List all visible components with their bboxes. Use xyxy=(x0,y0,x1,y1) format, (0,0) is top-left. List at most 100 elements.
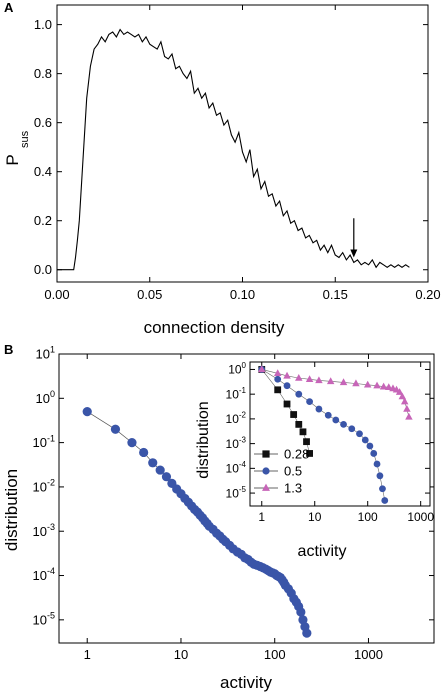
data-point-circle xyxy=(370,450,378,457)
data-point-circle xyxy=(332,416,340,424)
data-point xyxy=(302,628,312,638)
legend-marker xyxy=(262,467,270,475)
x-tick-label: 10 xyxy=(308,510,322,524)
data-point-triangle xyxy=(395,388,404,395)
data-point-square xyxy=(290,411,298,418)
y-tick-label: 100 xyxy=(228,361,246,376)
p-sus-line xyxy=(57,28,410,271)
data-point-circle xyxy=(366,442,374,450)
y-tick-label: 10-2 xyxy=(226,411,247,426)
y-tick-label: 0.6 xyxy=(34,115,52,130)
data-point-circle xyxy=(361,436,369,444)
inset-ylabel: distribution xyxy=(195,401,212,478)
x-tick-label: 1 xyxy=(258,510,265,524)
data-point-square xyxy=(306,450,313,457)
data-point-square xyxy=(283,400,291,408)
x-tick-label: 100 xyxy=(264,647,286,662)
data-point-triangle xyxy=(400,397,409,405)
data-point xyxy=(161,472,172,482)
data-point-circle xyxy=(283,382,291,390)
data-point-circle xyxy=(306,398,313,406)
data-point-circle xyxy=(348,425,356,433)
y-tick-label: 0.0 xyxy=(34,262,52,277)
y-tick-label: 10-2 xyxy=(33,478,55,495)
panel-a-letter: A xyxy=(4,0,14,15)
x-tick-label: 0.05 xyxy=(137,287,162,302)
data-point-circle xyxy=(381,497,389,504)
data-point xyxy=(127,438,137,448)
data-point-triangle xyxy=(405,412,413,420)
inset-chart: 1 10 100 1000 100 10-1 10-2 10-3 10-4 10-5 0.28 0.5… xyxy=(226,361,435,524)
x-tick-label: 10 xyxy=(174,647,188,662)
y-tick-label: 10-1 xyxy=(33,433,55,450)
data-point xyxy=(155,465,165,475)
panel-a-xlabel: connection density xyxy=(144,318,285,337)
x-tick-label: 1000 xyxy=(407,510,434,524)
panel-a-ylabel-sub: sus xyxy=(19,130,31,148)
data-point-triangle xyxy=(398,392,407,400)
data-point-circle xyxy=(274,375,282,383)
x-tick-label: 100 xyxy=(358,510,378,524)
legend-marker xyxy=(262,450,270,458)
legend-label: 1.3 xyxy=(284,481,302,496)
y-tick-label: 10-3 xyxy=(226,435,247,450)
data-point-circle xyxy=(340,420,347,428)
data-point-triangle xyxy=(352,379,360,387)
data-point xyxy=(148,458,158,468)
data-point-triangle xyxy=(315,376,323,384)
y-tick-label: 1.0 xyxy=(34,17,52,32)
x-tick-label: 0.20 xyxy=(415,287,440,302)
legend-label: 0.5 xyxy=(284,464,302,479)
panel-b-ylabel: distribution xyxy=(2,469,21,551)
inset-frame xyxy=(249,361,431,507)
panel-b-letter: B xyxy=(4,342,13,357)
data-point-circle xyxy=(373,460,381,468)
data-point-square xyxy=(303,438,310,446)
y-tick-label: 10-3 xyxy=(33,522,55,539)
y-tick-label: 10-5 xyxy=(33,611,55,628)
y-tick-label: 101 xyxy=(36,345,55,362)
panel-b-frame xyxy=(58,353,435,644)
data-point-square xyxy=(295,420,303,428)
data-point-circle xyxy=(379,485,386,493)
data-point-triangle xyxy=(258,365,266,373)
y-tick-label: 10-1 xyxy=(226,386,247,401)
data-point-triangle xyxy=(283,371,291,379)
x-tick-label: 0.10 xyxy=(230,287,255,302)
data-point-triangle xyxy=(295,373,303,381)
y-tick-label: 0.8 xyxy=(34,66,52,81)
data-point-triangle xyxy=(326,377,335,385)
arrow-head xyxy=(350,249,358,258)
data-point-triangle xyxy=(363,380,372,388)
data-point-triangle xyxy=(339,378,348,386)
y-tick-label: 10-5 xyxy=(226,485,247,500)
data-point-circle xyxy=(376,472,384,480)
panel-a-ylabel: P sus xyxy=(3,130,31,165)
data-point-triangle xyxy=(273,369,282,376)
data-point-circle xyxy=(356,430,363,438)
x-tick-label: 1 xyxy=(84,647,91,662)
panel-a-frame xyxy=(56,4,429,283)
data-point-triangle xyxy=(403,404,411,412)
x-tick-label: 0.15 xyxy=(323,287,348,302)
data-point-square xyxy=(274,386,282,394)
y-tick-label: 10-4 xyxy=(33,566,55,583)
data-point xyxy=(296,607,306,617)
data-point-circle xyxy=(324,411,332,419)
data-point-triangle xyxy=(373,381,381,389)
inset-background xyxy=(250,362,430,506)
data-point xyxy=(110,424,121,434)
panel-a-ylabel-main: P xyxy=(3,154,22,165)
legend-label: 0.28 xyxy=(284,447,309,462)
panel-b-xlabel: activity xyxy=(220,673,272,692)
y-tick-label: 100 xyxy=(36,389,55,406)
data-point-circle xyxy=(315,405,323,413)
data-point-triangle xyxy=(385,383,393,390)
panel-a-chart: 0.00 0.05 0.10 0.15 0.20 0.0 0.2 0.4 0.6 0.8 1.0 xyxy=(34,4,441,302)
x-tick-label: 1000 xyxy=(354,647,383,662)
data-point-triangle xyxy=(379,382,388,390)
data-point xyxy=(82,407,92,417)
y-tick-label: 0.4 xyxy=(34,164,52,179)
